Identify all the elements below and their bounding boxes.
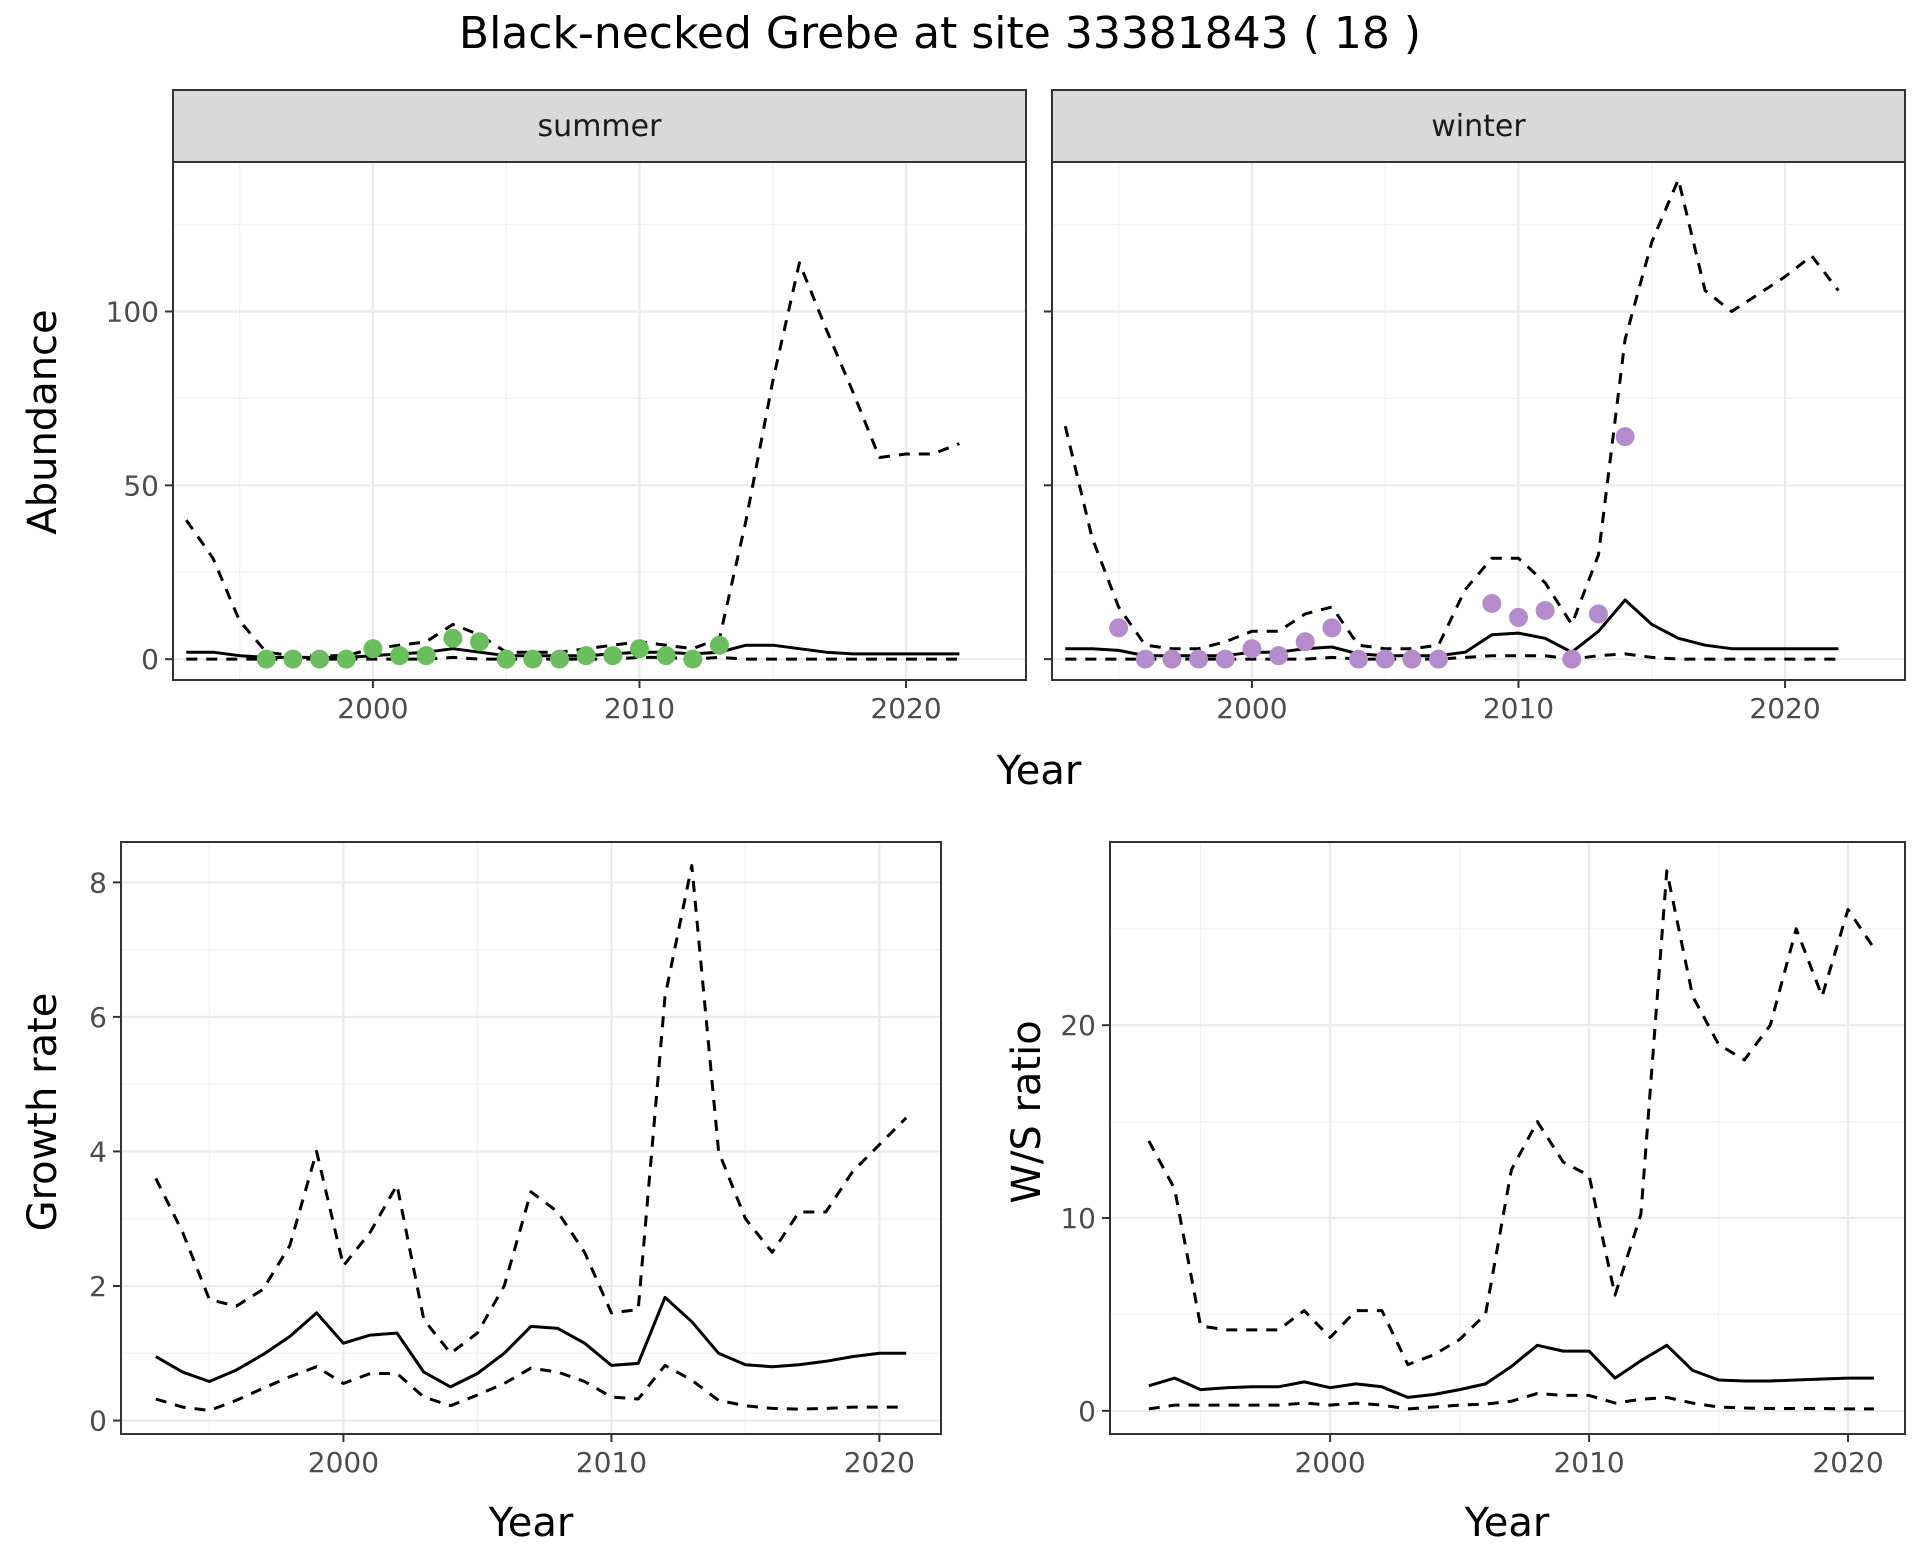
winter-x-tick-label: 2000 xyxy=(1216,692,1287,725)
panel-growth: 2000 2010 2020 0 2 4 6 8 xyxy=(89,841,942,1479)
abundance-y-axis-title: Abundance xyxy=(20,309,66,534)
growth-y-tick-label: 2 xyxy=(89,1270,107,1303)
growth-panel-border xyxy=(120,841,942,1435)
growth-y-tick-label: 8 xyxy=(89,866,107,899)
ratio-y-axis-title: W/S ratio xyxy=(1004,1020,1050,1203)
summer-data-point xyxy=(416,646,436,666)
summer-data-point xyxy=(576,646,596,666)
ratio-y-tick-label: 20 xyxy=(1060,1009,1096,1042)
summer-data-point xyxy=(496,649,516,669)
winter-data-point xyxy=(1402,649,1422,669)
growth-y-tick-label: 4 xyxy=(89,1135,107,1168)
summer-x-tick-label: 2000 xyxy=(337,692,408,725)
panel-ratio: 2000 2010 2020 0 10 20 xyxy=(1060,841,1906,1479)
winter-data-point xyxy=(1135,649,1155,669)
strip-summer-label: summer xyxy=(538,109,663,144)
growth-y-tick-label: 0 xyxy=(89,1405,107,1438)
abundance-x-axis-title: Year xyxy=(996,748,1082,794)
winter-plot-background xyxy=(1052,162,1905,680)
plot-ratio: 2000 2010 2020 0 10 20 xyxy=(1060,841,1906,1479)
winter-data-point xyxy=(1189,649,1209,669)
growth-x-axis-title: Year xyxy=(488,1500,574,1546)
ratio-plot-background xyxy=(1110,842,1905,1434)
ratio-series-line-0 xyxy=(1148,1343,1874,1399)
ratio-series-line-1 xyxy=(1147,869,1876,1367)
winter-data-point xyxy=(1162,649,1182,669)
winter-data-point xyxy=(1295,632,1315,652)
strip-winter-label: winter xyxy=(1431,109,1526,144)
growth-series-line-2 xyxy=(155,1363,907,1412)
growth-x-tick-label: 2020 xyxy=(844,1446,915,1479)
summer-data-point xyxy=(709,635,729,655)
winter-x-tick-label: 2020 xyxy=(1749,692,1820,725)
summer-data-point xyxy=(390,646,410,666)
ratio-x-axis-title: Year xyxy=(1464,1500,1550,1546)
winter-panel-border xyxy=(1051,161,1906,681)
figure-title: Black-necked Grebe at site 33381843 ( 18… xyxy=(459,8,1421,59)
winter-data-point xyxy=(1562,649,1582,669)
growth-series-line-1 xyxy=(154,864,908,1355)
summer-y-tick-label: 50 xyxy=(123,469,159,502)
strip-summer-background xyxy=(172,89,1027,163)
summer-data-point xyxy=(310,649,330,669)
growth-x-tick-label: 2010 xyxy=(576,1446,647,1479)
summer-y-tick-label: 0 xyxy=(141,643,159,676)
summer-plot-background xyxy=(173,162,1026,680)
ratio-y-tick-label: 10 xyxy=(1060,1202,1096,1235)
ratio-series-line-2 xyxy=(1148,1392,1874,1411)
summer-data-point xyxy=(256,649,276,669)
winter-data-point xyxy=(1535,600,1555,620)
plot-winter: 2000 2010 2020 xyxy=(1044,161,1906,725)
ratio-x-tick-label: 2020 xyxy=(1812,1446,1883,1479)
summer-data-point xyxy=(336,649,356,669)
summer-data-point xyxy=(550,649,570,669)
winter-x-tick-label: 2010 xyxy=(1483,692,1554,725)
winter-data-point xyxy=(1109,618,1129,638)
summer-data-point xyxy=(470,632,490,652)
growth-series-line-0 xyxy=(155,1295,907,1389)
summer-data-point xyxy=(283,649,303,669)
panel-summer: summer 2000 2010 2020 0 50 100 xyxy=(106,89,1027,725)
growth-x-tick-label: 2000 xyxy=(308,1446,379,1479)
winter-data-point xyxy=(1482,594,1502,614)
winter-data-point xyxy=(1242,639,1262,659)
growth-y-tick-label: 6 xyxy=(89,1001,107,1034)
winter-data-point xyxy=(1508,607,1528,627)
summer-data-point xyxy=(603,646,623,666)
summer-x-tick-label: 2010 xyxy=(604,692,675,725)
ratio-x-tick-label: 2010 xyxy=(1553,1446,1624,1479)
ratio-y-tick-label: 0 xyxy=(1078,1395,1096,1428)
summer-panel-border xyxy=(172,161,1027,681)
summer-data-point xyxy=(523,649,543,669)
winter-data-point xyxy=(1349,649,1369,669)
winter-data-point xyxy=(1375,649,1395,669)
ratio-x-tick-label: 2000 xyxy=(1294,1446,1365,1479)
growth-y-axis-title: Growth rate xyxy=(20,993,66,1232)
winter-data-point xyxy=(1322,618,1342,638)
winter-series-line-1 xyxy=(1063,177,1840,651)
summer-data-point xyxy=(629,639,649,659)
winter-data-point xyxy=(1215,649,1235,669)
ratio-panel-border xyxy=(1109,841,1906,1435)
summer-y-tick-label: 100 xyxy=(106,295,159,328)
summer-data-point xyxy=(656,646,676,666)
growth-plot-background xyxy=(121,842,941,1434)
summer-data-point xyxy=(683,649,703,669)
winter-data-point xyxy=(1429,649,1449,669)
plot-growth: 2000 2010 2020 0 2 4 6 8 xyxy=(89,841,942,1479)
plot-summer: 2000 2010 2020 0 50 100 xyxy=(106,161,1027,725)
summer-x-tick-label: 2020 xyxy=(870,692,941,725)
summer-data-point xyxy=(443,628,463,648)
winter-data-point xyxy=(1588,604,1608,624)
winter-data-point xyxy=(1269,646,1289,666)
panel-winter: winter 2000 2010 2020 xyxy=(1044,89,1906,725)
summer-data-point xyxy=(363,639,383,659)
winter-data-point xyxy=(1615,427,1635,447)
